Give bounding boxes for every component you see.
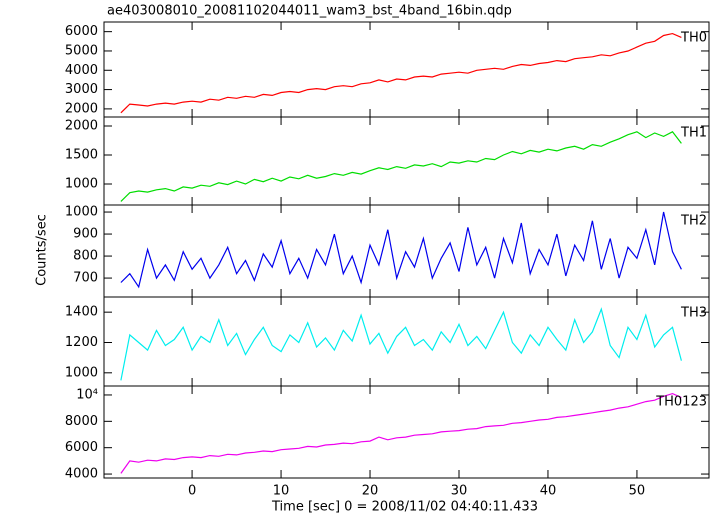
panel-label: TH2	[680, 214, 707, 229]
x-tick-label: 0	[188, 484, 196, 499]
x-tick-label: 20	[362, 484, 379, 499]
y-tick-label: 1400	[65, 305, 98, 320]
panel-frame	[103, 204, 710, 298]
x-tick-label: 50	[629, 484, 646, 499]
chart-title: ae403008010_20081102044011_wam3_bst_4ban…	[107, 4, 512, 19]
panel-frame	[103, 116, 710, 206]
y-tick-label: 10⁴	[76, 387, 98, 402]
panel-label: TH1	[680, 126, 707, 141]
y-tick-label: 1000	[65, 205, 98, 220]
y-tick-label: 700	[73, 271, 98, 286]
data-line	[120, 307, 682, 381]
y-tick-label: 6000	[65, 440, 98, 455]
x-tick-label: 30	[451, 484, 468, 499]
panel-label: TH0	[680, 31, 707, 46]
y-tick-label: 3000	[65, 82, 98, 97]
y-tick-label: 1200	[65, 335, 98, 350]
y-axis-label: Counts/sec	[35, 214, 50, 286]
panel-frame	[103, 296, 710, 387]
y-tick-label: 5000	[65, 43, 98, 58]
y-tick-label: 800	[73, 249, 98, 264]
y-tick-label: 900	[73, 227, 98, 242]
x-tick-label: 40	[540, 484, 557, 499]
data-line	[120, 32, 682, 114]
data-line	[120, 131, 682, 202]
y-tick-label: 1000	[65, 177, 98, 192]
y-tick-label: 8000	[65, 414, 98, 429]
y-tick-label: 1500	[65, 147, 98, 162]
panel-label: TH0123	[655, 395, 707, 410]
y-tick-label: 2000	[65, 101, 98, 116]
data-line	[120, 211, 682, 289]
panel-frame	[103, 385, 710, 479]
panel-label: TH3	[680, 306, 707, 321]
panel-frame	[103, 21, 710, 118]
x-tick-label: 10	[273, 484, 290, 499]
x-axis-label: Time [sec] 0 = 2008/11/02 04:40:11.433	[271, 500, 538, 515]
y-tick-label: 2000	[65, 118, 98, 133]
y-tick-label: 6000	[65, 24, 98, 39]
y-tick-label: 4000	[65, 467, 98, 482]
y-tick-label: 4000	[65, 63, 98, 78]
y-tick-label: 1000	[65, 365, 98, 380]
data-line	[120, 392, 682, 474]
